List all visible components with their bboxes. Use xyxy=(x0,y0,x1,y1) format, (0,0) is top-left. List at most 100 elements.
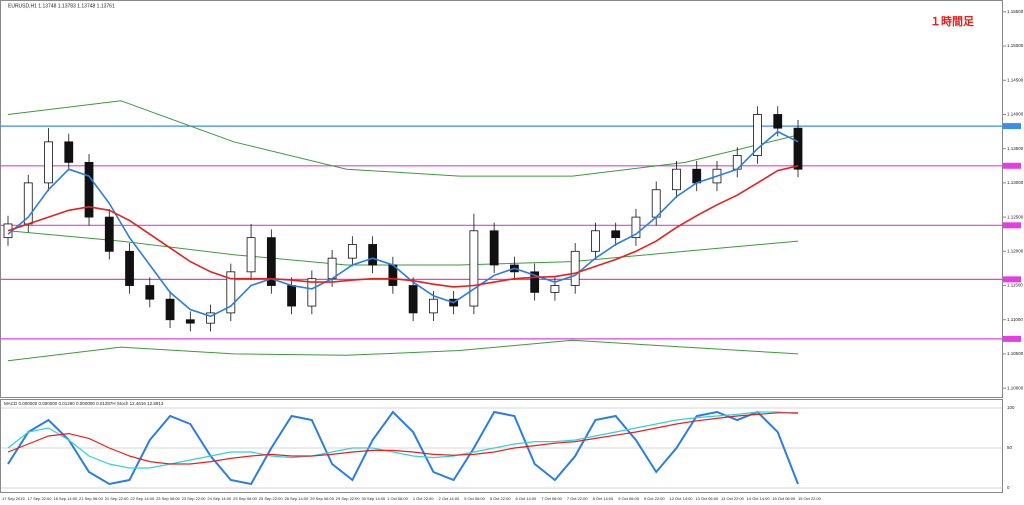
x-tick-label: 17 Sep 2015 xyxy=(2,496,25,501)
candle-body xyxy=(226,271,236,314)
candle-body xyxy=(266,237,276,286)
level-tag xyxy=(1003,123,1021,130)
y-tick-label: 1.15000 xyxy=(1007,43,1024,48)
x-tick-label: 1 Oct 06:00 xyxy=(387,496,408,501)
candle-body xyxy=(165,298,175,321)
level-tag xyxy=(1003,222,1021,229)
candle-body xyxy=(307,278,317,307)
candle-body xyxy=(773,114,783,129)
y-tick-label: 1.13500 xyxy=(1007,146,1024,151)
candle-body xyxy=(631,216,641,239)
envelope-band xyxy=(7,100,799,177)
envelope-band xyxy=(7,230,799,266)
candle-body xyxy=(44,141,53,184)
sub-frame xyxy=(0,399,1003,493)
candle-body xyxy=(753,114,762,156)
candle-body xyxy=(672,168,681,191)
x-tick-label: 5 Oct 22:00 xyxy=(490,496,511,501)
x-tick-label: 15 Oct 06:00 xyxy=(772,496,796,501)
x-tick-label: 7 Oct 22:00 xyxy=(567,496,588,501)
y-tick-label: 1.10000 xyxy=(1007,385,1024,390)
x-tick-label: 9 Oct 22:00 xyxy=(644,496,665,501)
candle-body xyxy=(550,285,560,293)
candle-body xyxy=(368,244,378,266)
x-tick-label: 13 Oct 06:00 xyxy=(695,496,719,501)
x-tick-label: 2 Oct 14:00 xyxy=(439,496,460,501)
candle-body xyxy=(469,230,479,307)
x-tick-label: 7 Oct 06:00 xyxy=(541,496,562,501)
x-tick-label: 22 Sep 14:00 xyxy=(130,496,155,501)
y-tick-label: 1.14500 xyxy=(1007,77,1024,82)
candle-body xyxy=(692,168,702,184)
x-tick-label: 1 Oct 22:00 xyxy=(413,496,434,501)
x-tick-label: 13 Oct 22:00 xyxy=(721,496,745,501)
x-tick-label: 8 Oct 14:00 xyxy=(593,496,614,501)
x-tick-label: 23 Sep 06:00 xyxy=(156,496,181,501)
level-tag xyxy=(1003,335,1021,342)
x-tick-label: 17 Sep 22:00 xyxy=(28,496,53,501)
sub-y-tick-label: 100 xyxy=(1007,405,1015,410)
candle-body xyxy=(327,257,337,280)
candle-body xyxy=(125,250,134,286)
moving-average xyxy=(7,130,799,318)
candle-body xyxy=(145,285,155,300)
x-tick-label: 28 Sep 14:00 xyxy=(284,496,309,501)
candle-body xyxy=(530,271,540,293)
candle-body xyxy=(104,216,114,252)
x-tick-label: 30 Sep 14:00 xyxy=(361,496,386,501)
candle-body xyxy=(651,189,661,218)
envelope-band xyxy=(7,339,799,362)
x-tick-label: 21 Sep 06:00 xyxy=(79,496,104,501)
candle-body xyxy=(591,230,600,252)
sub-y-tick-label: 0 xyxy=(1007,485,1010,490)
x-tick-label: 5 Oct 06:00 xyxy=(464,496,485,501)
moving-average xyxy=(7,165,799,288)
y-tick-label: 1.10500 xyxy=(1007,351,1024,356)
x-tick-label: 6 Oct 14:00 xyxy=(516,496,537,501)
x-tick-label: 25 Sep 06:00 xyxy=(233,496,258,501)
annotation: １時間足 xyxy=(930,14,975,28)
y-tick-label: 1.15500 xyxy=(1007,9,1024,14)
candle-body xyxy=(408,285,418,314)
x-tick-label: 21 Sep 22:00 xyxy=(105,496,130,501)
candle-body xyxy=(206,312,215,324)
indicator-label: MACD 0.000000 0.000000 0.01280 0.000000 … xyxy=(4,401,164,406)
candle-body xyxy=(570,250,580,286)
candle-body xyxy=(287,285,296,307)
candle-body xyxy=(64,141,74,163)
x-tick-label: 12 Oct 14:00 xyxy=(670,496,694,501)
candle-body xyxy=(489,230,499,266)
candle-body xyxy=(611,230,621,239)
x-tick-label: 24 Sep 14:00 xyxy=(207,496,232,501)
x-tick-label: 29 Sep 22:00 xyxy=(336,496,361,501)
candle-body xyxy=(246,237,256,273)
x-tick-label: 23 Sep 22:00 xyxy=(182,496,207,501)
chart-title: EURUSD,H1 1.13748 1.13783 1.13748 1.1376… xyxy=(8,3,115,9)
x-tick-label: 15 Oct 22:00 xyxy=(798,496,822,501)
main-frame xyxy=(0,0,1003,398)
indicator-line xyxy=(7,410,799,486)
level-tag xyxy=(1003,276,1021,283)
candle-body xyxy=(347,244,357,259)
x-tick-label: 14 Oct 14:00 xyxy=(747,496,771,501)
sub-y-tick-label: 50 xyxy=(1007,445,1013,450)
y-tick-label: 1.11000 xyxy=(1007,317,1023,322)
level-tag xyxy=(1003,162,1021,169)
candle-body xyxy=(185,319,195,324)
y-tick-label: 1.12000 xyxy=(1007,249,1024,254)
y-tick-label: 1.13000 xyxy=(1007,180,1024,185)
x-tick-label: 29 Sep 06:00 xyxy=(310,496,335,501)
candle-body xyxy=(84,161,94,218)
candle-body xyxy=(428,298,438,314)
y-tick-label: 1.12500 xyxy=(1007,214,1024,219)
x-tick-label: 25 Sep 22:00 xyxy=(259,496,284,501)
x-tick-label: 18 Sep 14:00 xyxy=(53,496,78,501)
x-tick-label: 9 Oct 06:00 xyxy=(618,496,639,501)
indicator-line xyxy=(7,411,799,469)
candle-body xyxy=(793,127,803,170)
y-tick-label: 1.14000 xyxy=(1007,112,1024,117)
indicator-line xyxy=(7,412,798,465)
y-tick-label: 1.11500 xyxy=(1007,283,1023,288)
